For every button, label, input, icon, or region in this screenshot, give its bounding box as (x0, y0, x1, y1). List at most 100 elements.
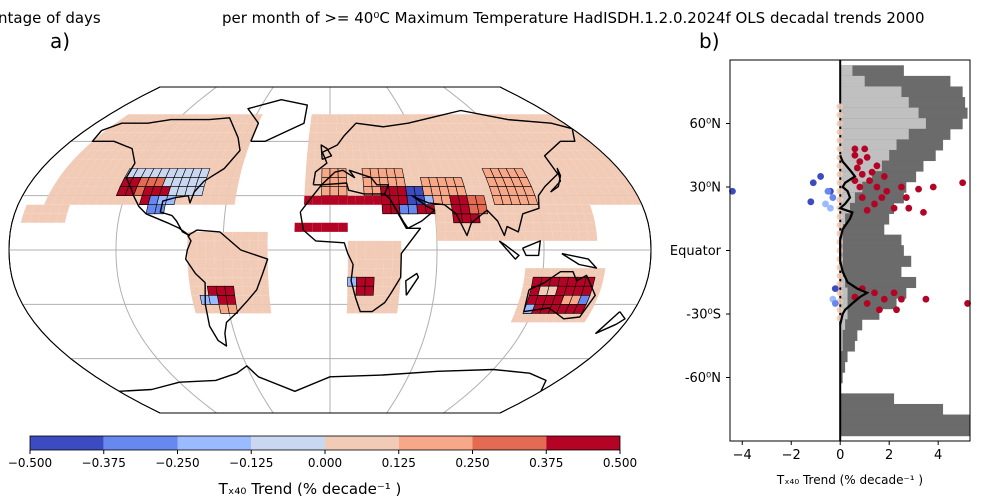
trend-cell (560, 195, 573, 205)
trend-cell (426, 132, 438, 142)
trend-cell (524, 159, 539, 169)
trend-cell (304, 186, 314, 196)
trend-cell (78, 195, 91, 205)
trend-cell (354, 114, 363, 124)
trend-cell (516, 159, 531, 169)
trend-cell (172, 141, 186, 151)
trend-cell (199, 114, 214, 124)
trend-cell (322, 132, 330, 142)
trend-cell (373, 277, 383, 287)
trend-cell (218, 186, 230, 196)
trend-cell (214, 132, 227, 142)
trend-cell (205, 268, 216, 278)
trend-cell (137, 123, 155, 133)
trend-cell (472, 231, 482, 241)
trend-cell (395, 123, 406, 133)
trend-cell (207, 132, 221, 142)
trend-cell (212, 177, 224, 187)
trend-cell (225, 114, 239, 124)
trend-cell (260, 295, 271, 305)
trend-cell (69, 177, 84, 187)
trend-cell (529, 132, 546, 142)
trend-cell (105, 159, 121, 169)
trend-cell (185, 123, 200, 133)
trend-cell (459, 141, 473, 151)
trend-cell (427, 123, 440, 133)
trend-cell (130, 123, 148, 133)
trend-cell (128, 114, 147, 124)
trend-cell (141, 114, 159, 124)
trend-cell (200, 132, 214, 142)
trend-cell (488, 141, 503, 151)
trend-cell (550, 268, 561, 278)
trend-cell (415, 159, 427, 169)
trend-cell (403, 177, 414, 187)
trend-cell (352, 150, 362, 160)
trend-cell (402, 141, 413, 151)
trend-cell (426, 168, 437, 178)
trend-cell (384, 159, 394, 169)
panel-a-letter: a) (50, 29, 71, 53)
trend-cell (206, 277, 217, 287)
trend-cell (389, 295, 400, 305)
trend-cell (61, 177, 76, 187)
trend-cell (440, 123, 454, 133)
trend-cell (91, 168, 106, 178)
trend-cell (539, 159, 555, 169)
coastline (312, 109, 576, 237)
trend-cell (196, 231, 206, 241)
trend-cell (373, 286, 383, 296)
trend-cell (563, 132, 582, 142)
trend-cell (443, 213, 454, 223)
panel-b-letter: b) (699, 29, 720, 53)
trend-cell (59, 168, 74, 178)
trend-cell (53, 177, 68, 187)
trend-cell (356, 268, 366, 278)
trend-cell (489, 222, 499, 232)
figure-title: ntage of days per month of >= 40⁰C Maxim… (0, 9, 1000, 29)
trend-cell (337, 150, 346, 160)
trend-cell (159, 150, 173, 160)
trend-cell (165, 123, 181, 133)
trend-cell (486, 123, 502, 133)
colorbar-segment (177, 436, 252, 450)
trend-cell (221, 150, 233, 160)
trend-cell (134, 114, 153, 124)
trend-cell (355, 295, 365, 305)
trend-cell (458, 114, 474, 124)
trend-cell (215, 168, 226, 178)
trend-cell (220, 177, 232, 187)
trend-cell (193, 114, 208, 124)
trend-cell (330, 132, 338, 142)
trend-cell (378, 132, 388, 142)
trend-cell (416, 141, 428, 151)
trend-cell (189, 286, 200, 296)
trend-cell (330, 222, 339, 232)
trend-cell (531, 114, 552, 124)
trend-cell (365, 240, 375, 250)
trend-cell (128, 150, 143, 160)
trend-cell (145, 159, 160, 169)
trend-cell (261, 304, 272, 314)
trend-cell (508, 132, 525, 142)
trend-cell (392, 159, 402, 169)
trend-cell (225, 141, 237, 151)
trend-cell (388, 186, 399, 196)
trend-cell (531, 123, 550, 133)
trend-cell (346, 304, 356, 314)
trend-cell (111, 177, 125, 187)
trend-cell (542, 132, 561, 142)
trend-cell (595, 268, 606, 278)
trend-cell (581, 304, 595, 314)
trend-cell (351, 141, 360, 151)
trend-cell (223, 240, 232, 250)
trend-cell (454, 231, 464, 241)
trend-cell (337, 159, 346, 169)
trend-cell (375, 150, 385, 160)
trend-cell (226, 195, 236, 205)
trend-cell (559, 222, 570, 232)
trend-cell (144, 123, 161, 133)
trend-cell (350, 132, 359, 142)
trend-cell (414, 123, 427, 133)
trend-cell (516, 231, 526, 241)
